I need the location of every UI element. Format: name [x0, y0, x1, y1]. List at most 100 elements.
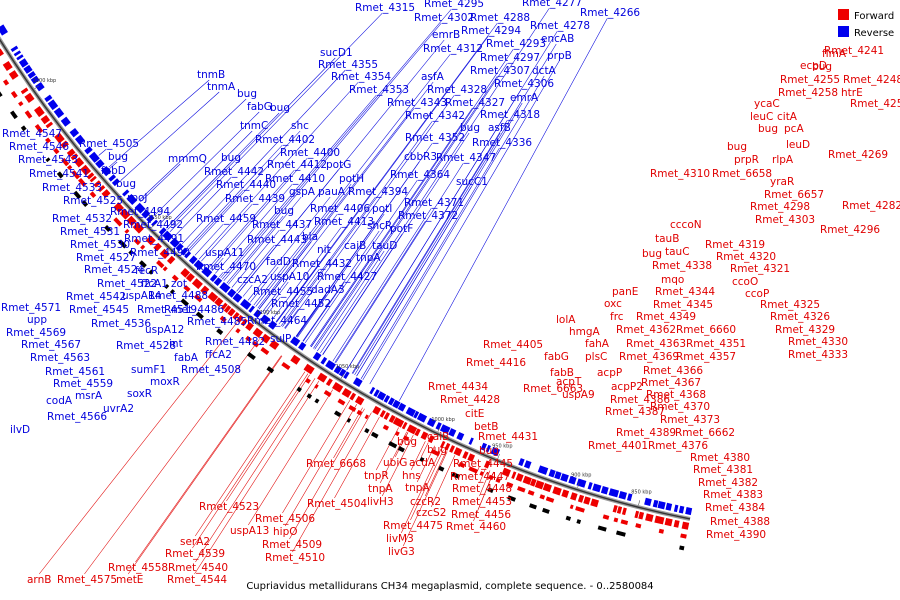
forward-gene-arrow [207, 291, 219, 303]
forward-gene-label: Rmet_4248 [843, 74, 900, 86]
reverse-gene-label: Rmet_4530 [70, 239, 130, 251]
gene-leader-line [272, 226, 342, 320]
reverse-gene-label: msrA [75, 390, 103, 402]
gene-feature-mark [104, 224, 112, 232]
forward-gene-label: Rmet_4456 [451, 509, 511, 521]
forward-gene-arrow [245, 321, 254, 331]
reverse-gene-label: moxR [150, 376, 180, 388]
forward-gene-arrow [93, 180, 102, 188]
gene-feature-mark [216, 328, 224, 336]
reverse-gene-label: Rmet_4302 [414, 12, 474, 24]
gene-leader-line [194, 380, 320, 575]
reverse-gene-label: Rmet_4406 [310, 203, 370, 215]
reverse-gene-label: Rmet_4482 [205, 336, 265, 348]
reverse-gene-arrow [468, 437, 474, 445]
forward-gene-label: panE [612, 286, 638, 298]
reverse-gene-label: Rmet_4427 [317, 271, 377, 283]
forward-gene-arrow [673, 519, 680, 528]
gene-leader-line [258, 241, 312, 310]
reverse-gene-label: pauA [318, 186, 346, 198]
reverse-gene-arrow [480, 442, 487, 451]
forward-gene-arrow [73, 157, 85, 168]
forward-gene-label: livH3 [367, 496, 394, 508]
gene-leader-line [322, 233, 403, 355]
reverse-gene-label: bla [302, 231, 318, 243]
reverse-gene-arrow [209, 273, 218, 282]
forward-gene-label: Rmet_4428 [440, 394, 500, 406]
reverse-gene-arrow [162, 230, 174, 242]
reverse-gene-label: Rmet_4485 [187, 316, 247, 328]
forward-gene-label: Rmet_4349 [636, 311, 696, 323]
reverse-gene-label: Rmet_4410 [265, 173, 325, 185]
gene-leader-line [165, 162, 231, 229]
forward-gene-arrow [372, 405, 382, 416]
reverse-gene-label: nit [317, 244, 331, 256]
reverse-gene-arrow [151, 219, 159, 227]
forward-gene-label: bug [727, 141, 747, 153]
reverse-gene-label: Rmet_4347 [436, 152, 496, 164]
forward-gene-arrow [214, 297, 224, 307]
forward-gene-label: Rmet_4366 [643, 365, 703, 377]
gene-leader-line [219, 271, 224, 278]
forward-gene-label: ccoP [745, 288, 769, 300]
forward-gene-arrow [70, 153, 79, 161]
reverse-gene-label: Rmet_4559 [53, 378, 113, 390]
forward-gene-arrow [89, 191, 97, 199]
forward-gene-label: bug [758, 123, 778, 135]
reverse-gene-label: Rmet_4492 [123, 219, 183, 231]
forward-gene-arrow [171, 274, 179, 282]
reverse-gene-arrow [23, 64, 33, 74]
forward-gene-arrow [539, 494, 546, 500]
reverse-gene-arrow [88, 151, 100, 163]
gene-leader-line [369, 60, 560, 385]
reverse-gene-label: Rmet_4519 [137, 304, 197, 316]
forward-gene-arrow [414, 428, 421, 437]
gene-leader-line [304, 179, 418, 344]
legend-forward-label: Forward [854, 11, 894, 22]
reverse-gene-label: codA [46, 395, 73, 407]
forward-gene-label: Rmet_6662 [675, 427, 735, 439]
forward-gene-label: Rmet_4376 [648, 440, 708, 452]
reverse-gene-label: zot [171, 278, 187, 290]
reverse-gene-arrow [260, 314, 271, 325]
reverse-gene-label: Rmet_4306 [494, 78, 554, 90]
gene-leader-line [257, 81, 434, 309]
reverse-gene-arrow [95, 159, 105, 169]
gene-feature-mark [45, 157, 51, 163]
gene-feature-mark [597, 525, 607, 532]
scale-ticks: 850 kbp 900 kbp 950 kbp 1000 kbp 1050 kbp 110… [33, 78, 652, 506]
forward-gene-label: Rmet_4320 [716, 251, 776, 263]
forward-gene-label: acpP [597, 367, 622, 379]
reverse-gene-arrow [576, 478, 587, 488]
forward-gene-label: tnpA [405, 482, 430, 494]
forward-gene-label: Rmet_4390 [706, 529, 766, 541]
forward-gene-arrow [200, 285, 210, 295]
forward-gene-label: mqo [661, 274, 684, 286]
reverse-gene-label: tnmA [207, 81, 236, 93]
reverse-gene-label: dctA [532, 65, 557, 77]
reverse-gene-arrow [253, 309, 262, 319]
gene-leader-line [189, 130, 301, 251]
reverse-gene-label: Rmet_4413 [314, 216, 374, 228]
gene-leader-line [352, 132, 501, 374]
gene-leader-line [280, 196, 376, 326]
forward-gene-label: uspA13 [230, 525, 269, 537]
reverse-gene-arrow [608, 488, 620, 498]
reverse-gene-label: Rmet_4491 [124, 233, 184, 245]
forward-gene-label: Rmet_4405 [483, 339, 543, 351]
forward-gene-label: oxc [604, 298, 622, 310]
gene-feature-mark [438, 465, 445, 472]
gene-leader-line [278, 268, 320, 325]
reverse-gene-label: uvrA2 [103, 403, 134, 415]
forward-gene-label: bug [812, 61, 832, 73]
forward-gene-arrow [245, 335, 252, 343]
gene-leader-line [303, 281, 345, 342]
forward-gene-label: Rmet_4368 [646, 389, 706, 401]
reverse-gene-label: tnmC [240, 120, 268, 132]
gene-leader-line [362, 75, 545, 380]
gene-feature-mark [0, 91, 3, 98]
reverse-gene-label: Rmet_4432 [292, 258, 352, 270]
forward-gene-arrow [354, 395, 365, 406]
forward-gene-label: Rmet_4241 [824, 45, 884, 57]
reverse-gene-label: Rmet_4294 [461, 25, 521, 37]
